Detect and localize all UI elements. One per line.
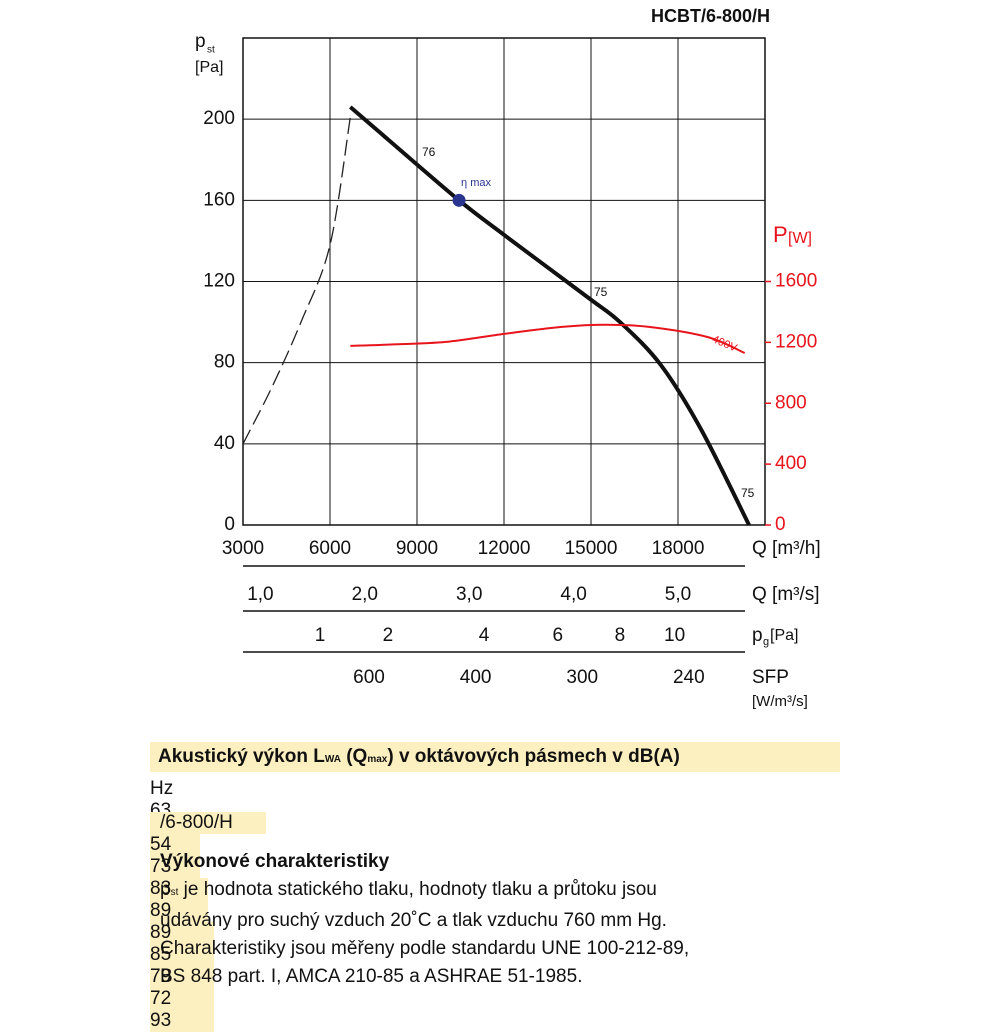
y-label-sub: st [207,45,215,56]
extra-axis-label: Q [m³/s] [752,584,820,605]
extra-axis-tick-label: 5,0 [665,584,691,605]
x-tick-label: 9000 [396,538,438,559]
extra-axis-tick-label: 1,0 [247,584,273,605]
table-title-part: ) v oktávových pásmech v dB(A) [387,746,680,767]
x-tick-label: 15000 [565,538,618,559]
y-tick-label: 0 [224,514,235,535]
x-tick-label: 6000 [309,538,351,559]
notes-line: udávány pro suchý vzduch 20˚C a tlak vzd… [160,910,667,931]
extra-axis-tick-label: 6 [552,625,563,646]
extra-axis-label: SFP [752,667,789,688]
series-label: 400V [710,333,739,354]
notes-line: BS 848 part. I, AMCA 210-85 a ASHRAE 51-… [160,966,583,987]
y2-tick-label: 1600 [775,271,817,292]
series-line [350,323,746,354]
notes-heading: Výkonové charakteristiky [160,851,390,872]
x-tick-label: 18000 [652,538,705,559]
table-cell: 93 [150,1010,214,1032]
annotation: 76 [422,145,436,159]
y-label: p [195,31,206,52]
eta-max-label: η max [461,177,491,189]
notes-line: pst je hodnota statického tlaku, hodnoty… [160,876,689,907]
extra-axis-tick-label: 1 [315,625,326,646]
extra-axis-label: [W/m³/s] [752,693,808,710]
extra-axis-tick-label: 4 [479,625,490,646]
table-title-part: (Q [340,746,368,767]
y2-tick-label: 1200 [775,331,817,352]
x-tick-label: 3000 [222,538,264,559]
table-cell: 73 [150,856,200,878]
table-cell: 79 [150,966,214,988]
notes-sub: st [170,887,179,898]
extra-axis-tick-label: 400 [460,667,492,688]
extra-axis-tick-label: 300 [566,667,598,688]
table-cell: 89 [150,900,208,922]
table-row: /6-800/H 54 73 83 89 89 85 79 72 93 [150,812,840,1032]
x-tick-label: 12000 [478,538,531,559]
table-cell: 72 [150,988,214,1010]
notes-line: Charakteristiky jsou měřeny podle standa… [160,938,690,959]
table-title-part: Akustický výkon L [158,746,325,767]
page: HCBT/6-800/H p st [Pa] P [W] Q [m³/h] 0 4… [150,5,840,1032]
y-tick-label: 40 [214,433,235,454]
notes-text: je hodnota statického tlaku, hodnoty tla… [178,879,657,900]
notes: Výkonové charakteristiky pst je hodnota … [160,848,689,991]
eta-max-point [452,193,466,207]
series-line [242,117,351,445]
table-cell: /6-800/H [150,812,266,834]
series-line [348,105,751,526]
chart-title: HCBT/6-800/H [651,6,770,26]
extra-axis-tick-label: 4,0 [560,584,586,605]
extra-axis-tick-label: 10 [664,625,685,646]
extra-axis-label: [Pa] [770,627,798,644]
y-tick-label: 200 [203,108,235,129]
annotation: 75 [594,285,608,299]
notes-lines: udávány pro suchý vzduch 20˚C a tlak vzd… [160,907,689,991]
y2-label: P [773,222,788,247]
table-cell: 85 [150,944,214,966]
table-header: Hz631252505001000200040008000LWAtot [150,778,840,997]
table-cell: Hz [150,778,174,799]
extra-axis-label-sub: g [763,636,769,648]
y2-tick-label: 400 [775,453,807,474]
y2-label-unit: [W] [788,230,812,247]
table-title: Akustický výkon LWA (Qmax) v oktávových … [150,742,840,772]
y-tick-label: 120 [203,271,235,292]
notes-text: p [160,879,171,900]
table-cell: 83 [150,878,208,900]
table-title-sub: max [367,754,388,765]
extra-axis-label: p [752,625,763,646]
extra-axis-tick-label: 3,0 [456,584,482,605]
y-label-unit: [Pa] [195,59,223,76]
y-tick-label: 160 [203,189,235,210]
x-label: Q [m³/h] [752,538,821,559]
y2-tick-label: 800 [775,392,807,413]
chart: HCBT/6-800/H p st [Pa] P [W] Q [m³/h] 0 4… [195,6,821,710]
annotation: 75 [741,486,755,500]
table-cell: 54 [150,834,200,856]
table-cell: 89 [150,922,214,944]
extra-axis-tick-label: 8 [615,625,626,646]
y-tick-label: 80 [214,352,235,373]
extra-axis-tick-label: 240 [673,667,705,688]
sound-table: Akustický výkon LWA (Qmax) v oktávových … [150,742,840,1032]
table-title-sub: WA [324,754,341,765]
extra-axis-tick-label: 600 [353,667,385,688]
extra-axis-tick-label: 2,0 [352,584,378,605]
y2-tick-label: 0 [775,514,786,535]
extra-axis-tick-label: 2 [383,625,394,646]
